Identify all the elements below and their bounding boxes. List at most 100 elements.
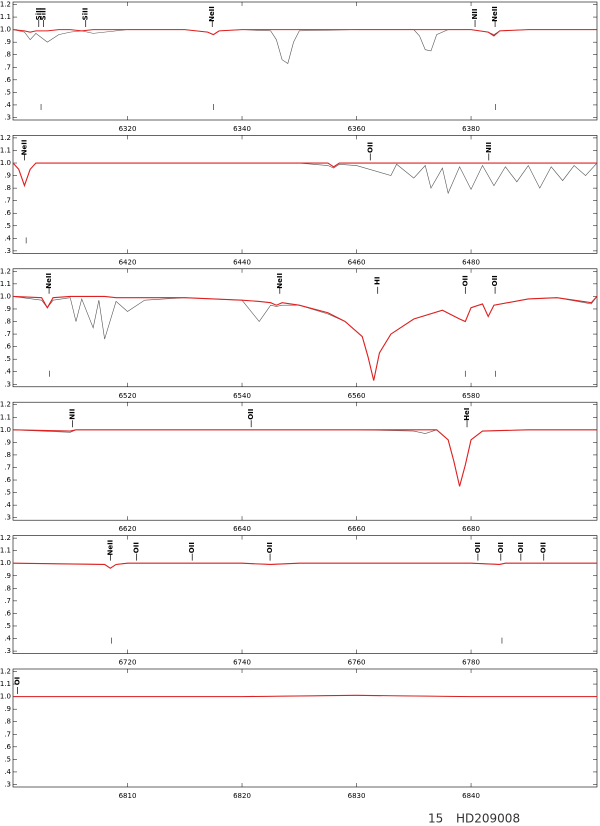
- y-tick-label: .8: [4, 451, 11, 459]
- line-label: NeII: [20, 139, 28, 155]
- y-tick-label: .5: [4, 355, 11, 363]
- y-tick-label: .9: [4, 172, 11, 180]
- y-tick-label: .5: [4, 222, 11, 230]
- y-tick-label: 1.1: [0, 13, 11, 21]
- y-tick-label: .3: [4, 780, 11, 788]
- line-label: NII: [471, 8, 479, 19]
- y-tick-label: .4: [4, 234, 11, 242]
- y-tick-label: 1.0: [0, 426, 11, 434]
- line-label: OII: [517, 542, 525, 553]
- panel-frame: [12, 135, 598, 254]
- page-number: 15: [428, 812, 443, 826]
- line-label: OII: [266, 542, 274, 553]
- y-tick-label: .8: [4, 51, 11, 59]
- x-tick-label: 6580: [462, 392, 480, 400]
- x-tick-label: 6780: [462, 659, 480, 667]
- x-tick-label: 6480: [462, 258, 480, 266]
- y-tick-label: .8: [4, 718, 11, 726]
- y-tick-label: 1.2: [0, 134, 11, 142]
- y-tick-label: .4: [4, 635, 11, 643]
- line-label: SiII: [39, 8, 47, 21]
- line-label: NeII: [276, 273, 284, 289]
- y-tick-label: 1.0: [0, 292, 11, 300]
- x-tick-label: 6540: [233, 392, 251, 400]
- panel-frame: [12, 268, 598, 388]
- x-tick-label: 6520: [119, 392, 137, 400]
- panel-frame: [12, 668, 598, 788]
- line-label: OII: [133, 542, 141, 553]
- y-tick-label: .9: [4, 438, 11, 446]
- line-label: NeII: [208, 6, 216, 22]
- y-tick-label: .7: [4, 330, 11, 338]
- y-tick-label: .5: [4, 755, 11, 763]
- y-tick-label: .9: [4, 305, 11, 313]
- spectrum-line: [12, 562, 597, 569]
- y-tick-label: .3: [4, 647, 11, 655]
- y-tick-label: 1.0: [0, 559, 11, 567]
- y-tick-label: .3: [4, 247, 11, 255]
- line-label: OII: [247, 409, 255, 420]
- y-tick-label: .6: [4, 476, 11, 484]
- spectrum-line: [12, 29, 597, 37]
- y-tick-label: .7: [4, 730, 11, 738]
- x-tick-label: 6420: [119, 258, 137, 266]
- y-tick-label: .3: [4, 113, 11, 121]
- y-tick-label: .5: [4, 88, 11, 96]
- y-tick-label: 1.2: [0, 267, 11, 275]
- y-tick-label: .4: [4, 368, 11, 376]
- y-tick-label: .9: [4, 705, 11, 713]
- x-tick-label: 6360: [348, 125, 366, 133]
- y-tick-label: .8: [4, 584, 11, 592]
- y-tick-label: .6: [4, 209, 11, 217]
- spectrum-line: [12, 29, 597, 64]
- spectrum-line: [12, 296, 598, 381]
- panel-frame: [12, 401, 598, 521]
- x-tick-label: 6680: [462, 525, 480, 533]
- line-label: OII: [366, 142, 374, 153]
- line-label: NII: [69, 409, 77, 420]
- x-tick-label: 6620: [119, 525, 137, 533]
- line-label: HeI: [463, 408, 471, 421]
- x-tick-label: 6810: [119, 792, 137, 800]
- y-tick-label: .5: [4, 622, 11, 630]
- line-label: HI: [374, 277, 382, 285]
- line-label: OII: [491, 275, 499, 286]
- x-tick-label: 6440: [233, 258, 251, 266]
- y-tick-label: .6: [4, 343, 11, 351]
- x-tick-label: 6380: [462, 125, 480, 133]
- y-tick-label: .4: [4, 101, 11, 109]
- spectrum-line: [12, 162, 598, 195]
- spectrum-line: [12, 429, 597, 487]
- x-tick-label: 6840: [462, 792, 480, 800]
- y-tick-label: .7: [4, 63, 11, 71]
- y-tick-label: 1.2: [0, 1, 11, 9]
- line-label: OII: [497, 542, 505, 553]
- line-label: OII: [474, 542, 482, 553]
- line-label: OII: [461, 275, 469, 286]
- y-tick-label: 1.1: [0, 280, 11, 288]
- x-tick-label: 6340: [233, 125, 251, 133]
- y-tick-label: 1.0: [0, 693, 11, 701]
- line-label: NeII: [45, 273, 53, 289]
- spectrum-line: [12, 429, 597, 487]
- y-tick-label: .7: [4, 197, 11, 205]
- y-tick-label: .7: [4, 597, 11, 605]
- y-tick-label: .9: [4, 38, 11, 46]
- y-tick-label: .6: [4, 76, 11, 84]
- y-tick-label: .7: [4, 463, 11, 471]
- x-tick-label: 6660: [348, 525, 366, 533]
- y-tick-label: .5: [4, 489, 11, 497]
- line-label: SiII: [35, 8, 43, 21]
- panel-frame: [12, 535, 598, 654]
- y-tick-label: 1.0: [0, 26, 11, 34]
- y-tick-label: .3: [4, 380, 11, 388]
- line-label: OI: [14, 677, 22, 686]
- x-tick-label: 6760: [348, 659, 366, 667]
- line-label: OII: [540, 542, 548, 553]
- spectrum-line: [13, 694, 597, 698]
- x-tick-label: 6720: [119, 659, 137, 667]
- spectrum-line: [12, 295, 598, 381]
- y-tick-label: .4: [4, 501, 11, 509]
- y-tick-label: .9: [4, 572, 11, 580]
